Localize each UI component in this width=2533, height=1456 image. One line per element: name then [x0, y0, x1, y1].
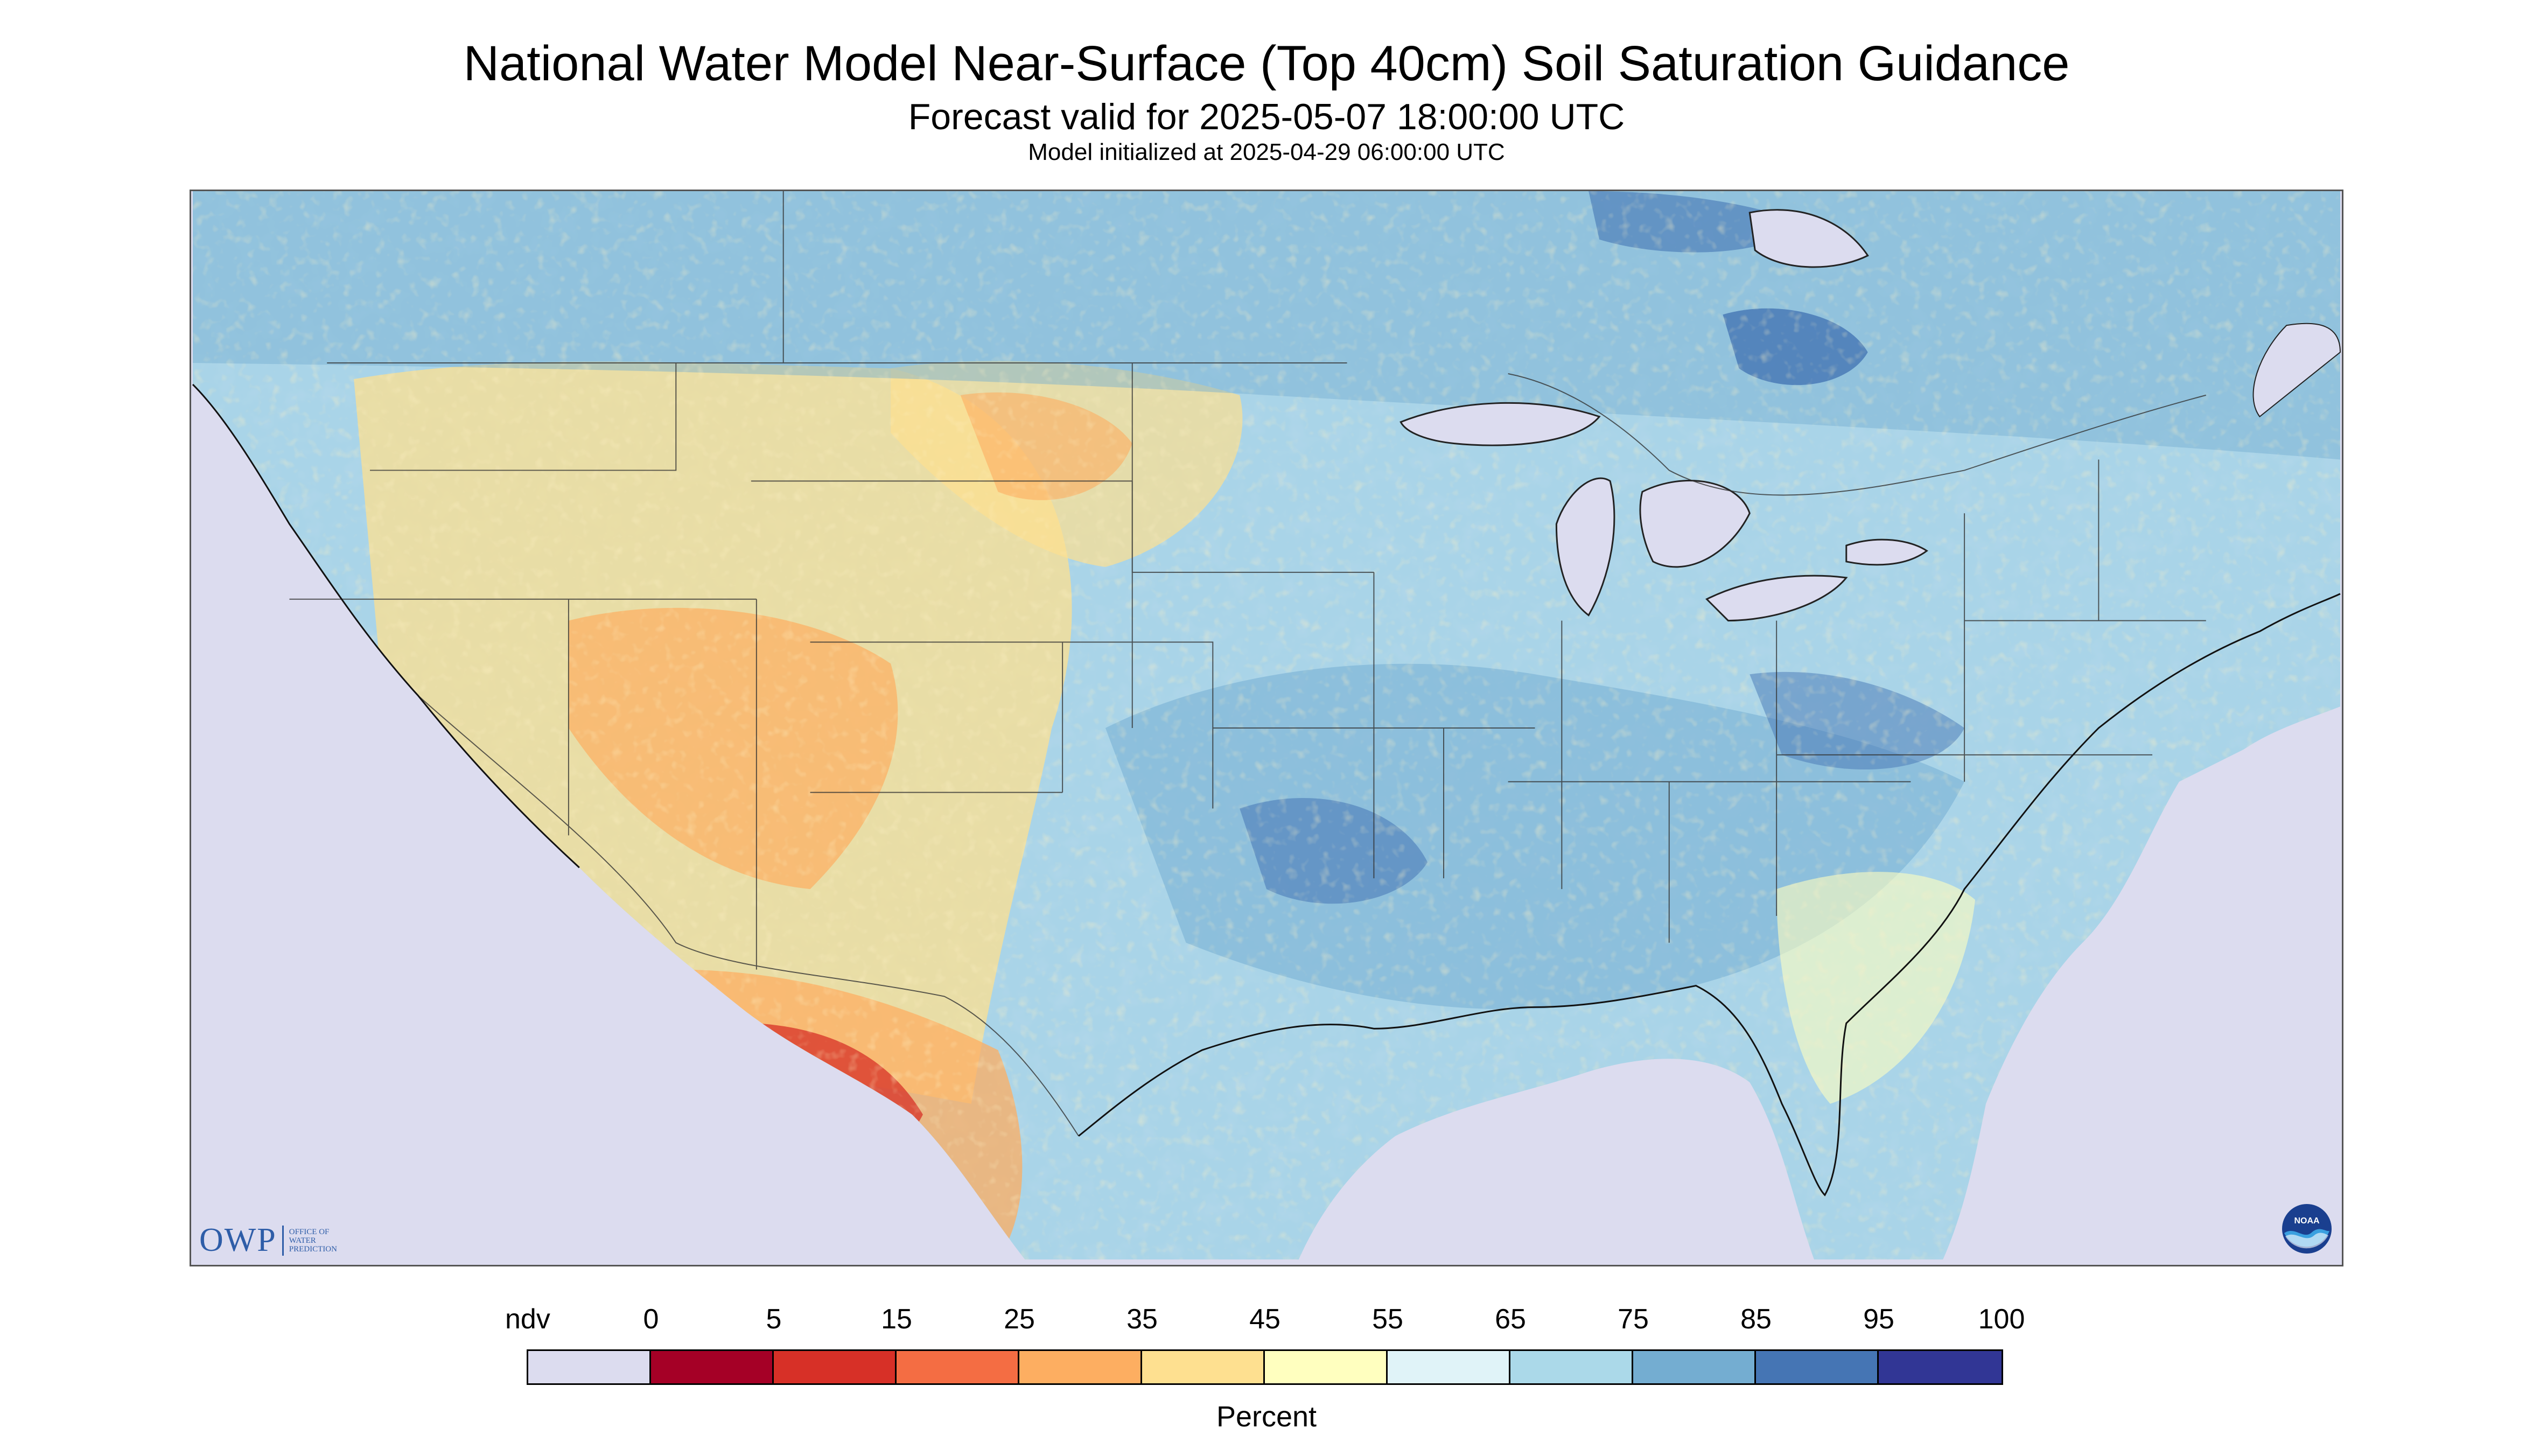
forecast-valid-subtitle: Forecast valid for 2025-05-07 18:00:00 U… [908, 96, 1625, 137]
owp-logo-line-1: Office of [289, 1227, 330, 1236]
legend-swatch [1633, 1351, 1756, 1383]
noaa-logo: NOAA [2280, 1202, 2334, 1258]
legend-swatch [1879, 1351, 2002, 1383]
owp-logo-line-2: Water [289, 1236, 316, 1245]
legend-tick-label: 45 [1249, 1304, 1281, 1335]
legend-tick-label: 75 [1618, 1304, 1649, 1335]
legend-tick-label: 100 [1978, 1304, 2025, 1335]
soil-saturation-map [190, 190, 2343, 1266]
legend-swatch [897, 1351, 1019, 1383]
noaa-logo-text: NOAA [2294, 1216, 2320, 1226]
legend-swatch [1019, 1351, 1142, 1383]
legend-labels: ndv 0 5 15 25 35 45 55 65 75 85 95 100 [505, 1303, 2025, 1341]
legend-tick-label: 35 [1126, 1304, 1158, 1335]
legend-swatch [528, 1351, 651, 1383]
legend-tick-label: 95 [1863, 1304, 1894, 1335]
legend-tick-label: 25 [1004, 1304, 1035, 1335]
legend-tick-label: 65 [1495, 1304, 1526, 1335]
legend-tick-label: 5 [766, 1304, 782, 1335]
model-init-note: Model initialized at 2025-04-29 06:00:00… [1028, 139, 1505, 165]
legend-swatch [1388, 1351, 1510, 1383]
owp-logo: OWP Office of Water Prediction [199, 1221, 337, 1259]
legend-tick-label: 85 [1740, 1304, 1772, 1335]
legend-units: Percent [1216, 1401, 1317, 1433]
legend-swatch [1142, 1351, 1265, 1383]
legend-tick-label: 15 [881, 1304, 912, 1335]
legend-swatch [1265, 1351, 1388, 1383]
legend-tick-label: 55 [1372, 1304, 1403, 1335]
owp-logo-text: OWP [199, 1222, 277, 1258]
legend-tick-label: ndv [505, 1304, 550, 1335]
legend-swatch [1756, 1351, 1879, 1383]
legend-tick-label: 0 [643, 1304, 659, 1335]
legend-swatch [651, 1351, 774, 1383]
legend-swatch [1510, 1351, 1633, 1383]
color-legend: ndv 0 5 15 25 35 45 55 65 75 85 95 100 [505, 1303, 2025, 1443]
legend-swatch [774, 1351, 897, 1383]
legend-color-bar [527, 1349, 2003, 1385]
owp-logo-line-3: Prediction [289, 1244, 337, 1254]
map-title: National Water Model Near-Surface (Top 4… [463, 36, 2070, 91]
